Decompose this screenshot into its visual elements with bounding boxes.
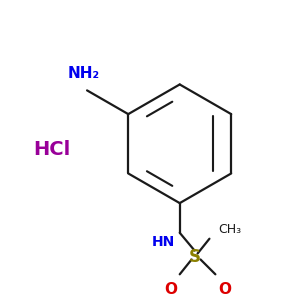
Text: CH₃: CH₃ [218,223,242,236]
Text: NH₂: NH₂ [68,67,100,82]
Text: S: S [189,248,201,266]
Text: HN: HN [152,235,175,249]
Text: O: O [218,282,231,297]
Text: O: O [164,282,177,297]
Text: HCl: HCl [33,140,70,159]
